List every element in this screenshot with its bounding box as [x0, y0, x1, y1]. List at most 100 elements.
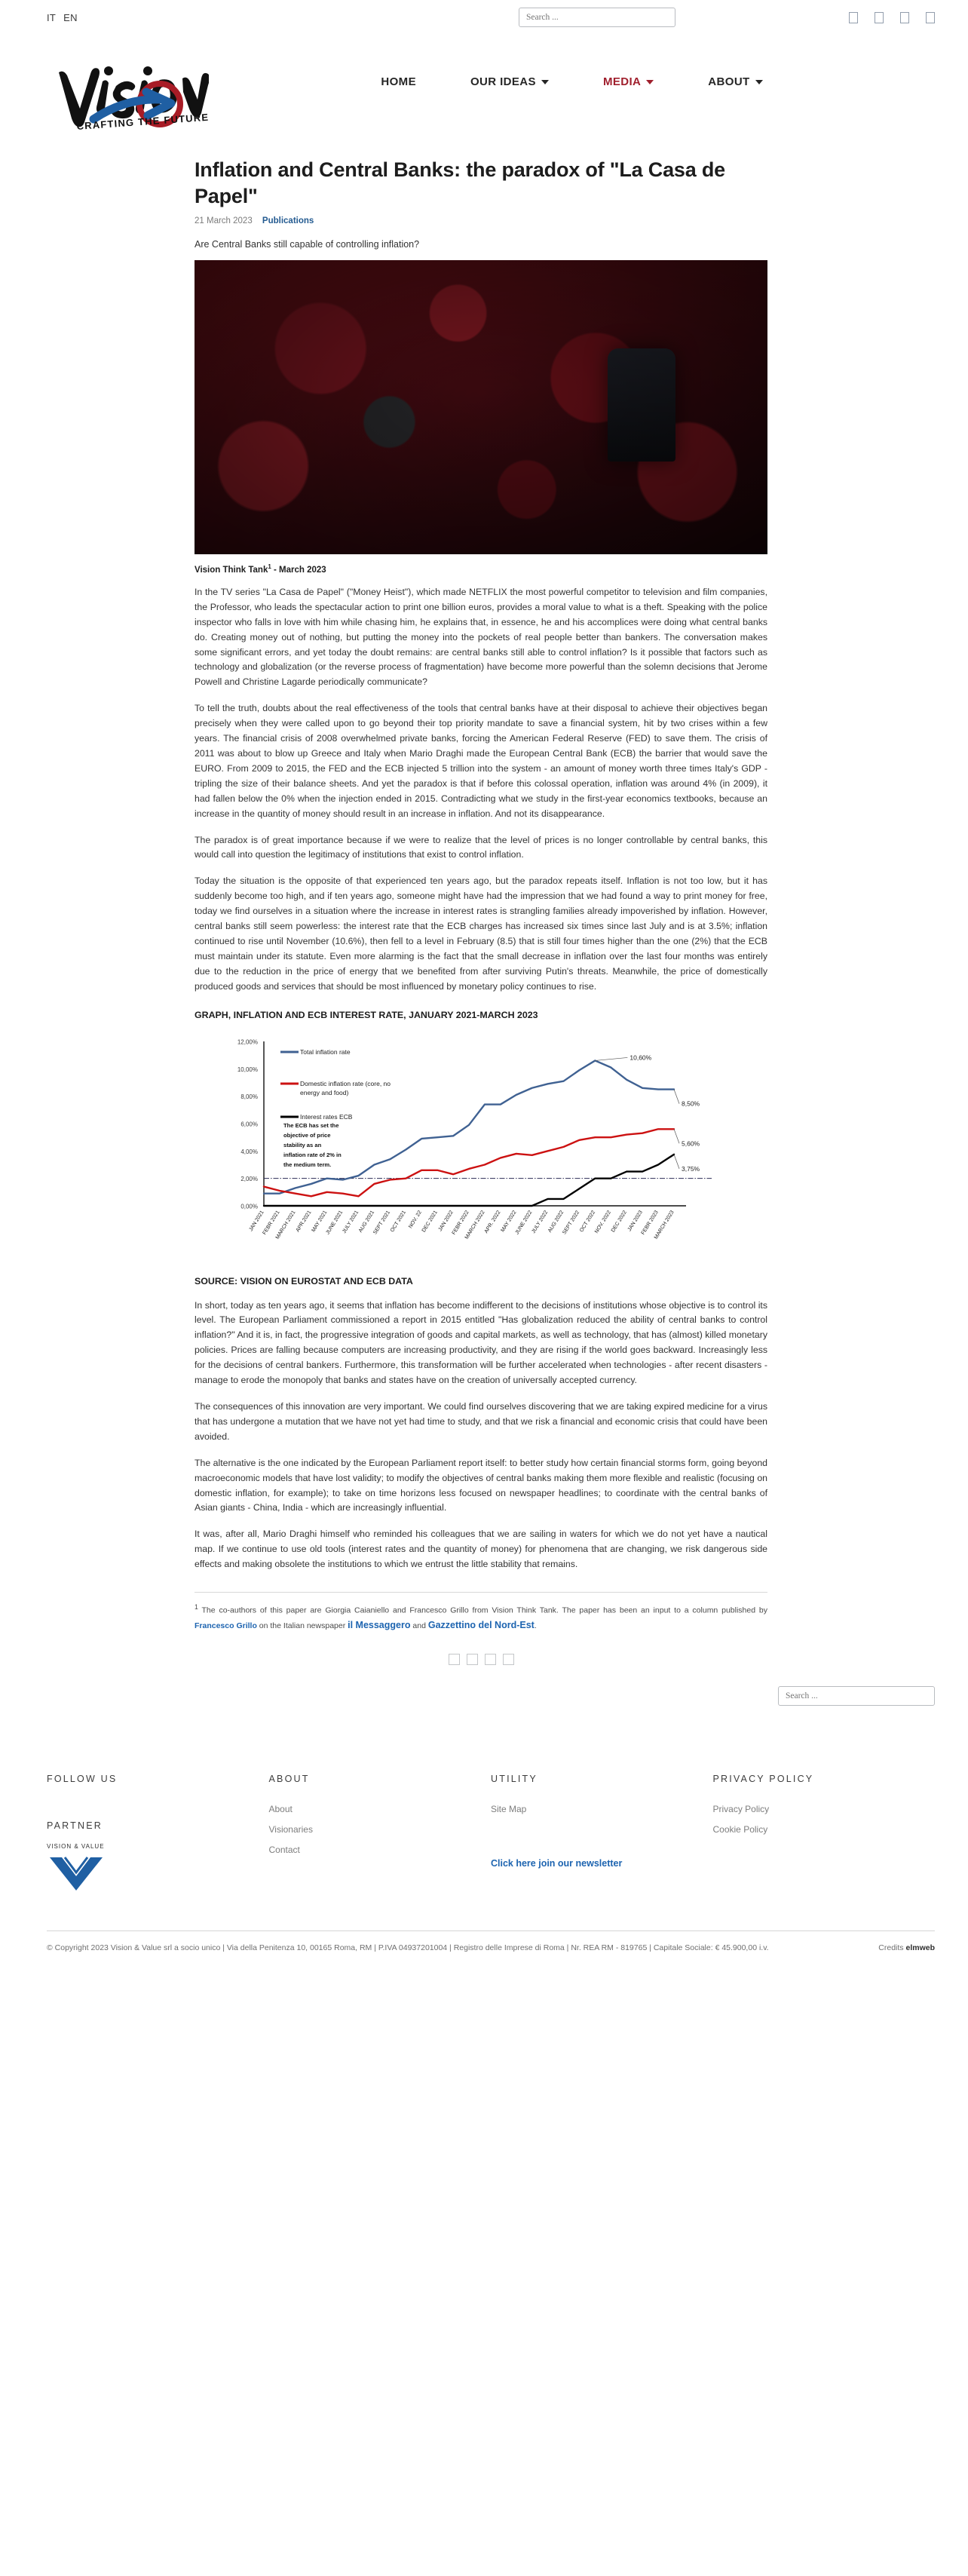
article-credit: Vision Think Tank1 - March 2023 [195, 563, 767, 575]
footer-link-contact[interactable]: Contact [268, 1844, 300, 1855]
youtube-icon[interactable] [926, 11, 935, 23]
svg-text:Interest rates ECB: Interest rates ECB [300, 1113, 353, 1121]
footer-title-privacy: PRIVACY POLICY [712, 1773, 814, 1784]
svg-text:inflation rate of 2% in: inflation rate of 2% in [283, 1152, 342, 1158]
svg-text:JAN 2022: JAN 2022 [438, 1210, 455, 1232]
category-link[interactable]: Publications [262, 216, 314, 226]
article: Inflation and Central Banks: the paradox… [195, 157, 767, 1665]
svg-text:DEC 2021: DEC 2021 [421, 1210, 439, 1233]
paragraph: The paradox is of great importance becau… [195, 834, 767, 860]
bottom-search-input[interactable] [778, 1685, 935, 1706]
nav-label-about: ABOUT [708, 75, 750, 88]
svg-text:10,00%: 10,00% [237, 1066, 258, 1072]
twitter-icon[interactable] [875, 11, 884, 23]
nav-item-media[interactable]: MEDIA [603, 75, 654, 88]
pagination-item[interactable] [448, 1653, 460, 1665]
svg-text:JULY 2021: JULY 2021 [342, 1210, 360, 1234]
svg-text:stability as an: stability as an [283, 1142, 322, 1148]
publish-date: 21 March 2023 [195, 216, 253, 226]
site-header: CRAFTING THE FUTURE HOME OUR IDEAS MEDIA… [0, 35, 968, 146]
credit-prefix: Vision Think Tank [195, 565, 268, 575]
footnote-text-2: on the Italian newspaper [256, 1621, 348, 1630]
nav-item-about[interactable]: ABOUT [708, 75, 763, 88]
article-body: In the TV series "La Casa de Papel" ("Mo… [195, 585, 767, 995]
svg-text:AUG 2022: AUG 2022 [547, 1210, 565, 1234]
chart-svg: 0,00% 2,00% 4,00% 6,00% 8,00% 10,00% 12,00% 10,… [237, 1038, 712, 1240]
paragraph: In short, today as ten years ago, it see… [195, 1299, 767, 1386]
partner-logo-text: VISION & VALUE [47, 1842, 105, 1850]
svg-text:APR.2021: APR.2021 [296, 1210, 313, 1233]
credit-footnote-marker: 1 [268, 563, 271, 571]
nav-item-home[interactable]: HOME [381, 75, 416, 88]
nav-item-our-ideas[interactable]: OUR IDEAS [470, 75, 549, 88]
svg-text:OCT 2022: OCT 2022 [579, 1210, 596, 1233]
paragraph: To tell the truth, doubts about the real… [195, 703, 767, 819]
social-links [675, 11, 935, 23]
search-input[interactable] [519, 8, 675, 27]
pagination [195, 1653, 767, 1665]
hero-image [195, 260, 767, 555]
footer-title-follow-us: FOLLOW US [47, 1773, 118, 1784]
footnote: 1 The co-authors of this paper are Giorg… [195, 1602, 767, 1634]
footnote-link-messaggero[interactable]: il Messaggero [348, 1619, 411, 1630]
linkedin-icon[interactable] [900, 11, 909, 23]
footer-link-site-map[interactable]: Site Map [491, 1803, 527, 1814]
svg-text:NOV. 2022: NOV. 2022 [594, 1210, 612, 1234]
svg-text:AUG 2021: AUG 2021 [358, 1210, 375, 1234]
svg-text:10,60%: 10,60% [630, 1053, 651, 1061]
svg-text:12,00%: 12,00% [237, 1038, 258, 1045]
pagination-item[interactable] [466, 1653, 478, 1665]
facebook-icon[interactable] [849, 11, 858, 23]
page-title: Inflation and Central Banks: the paradox… [195, 158, 725, 207]
footer-link-about[interactable]: About [268, 1803, 293, 1814]
footnote-text-1: The co-authors of this paper are Giorgia… [198, 1605, 767, 1615]
lang-en[interactable]: EN [63, 11, 78, 23]
svg-text:0,00%: 0,00% [240, 1203, 258, 1210]
svg-text:the medium term.: the medium term. [283, 1161, 331, 1168]
paragraph: The consequences of this innovation are … [195, 1401, 767, 1442]
footer-link-newsletter[interactable]: Click here join our newsletter [491, 1857, 623, 1869]
copyright-text: © Copyright 2023 Vision & Value srl a so… [47, 1943, 769, 1952]
credits-label: Credits [878, 1943, 904, 1952]
lang-it[interactable]: IT [47, 11, 57, 23]
svg-text:4,00%: 4,00% [240, 1148, 258, 1155]
inflation-chart: 0,00% 2,00% 4,00% 6,00% 8,00% 10,00% 12,00% 10,… [195, 1028, 767, 1265]
nav-label-home: HOME [381, 75, 416, 88]
svg-text:MAY 2021: MAY 2021 [311, 1210, 328, 1233]
footer-column-follow-us: FOLLOW US PARTNER VISION & VALUE [47, 1774, 269, 1896]
footnote-link-gazzettino[interactable]: Gazzettino del Nord-Est [427, 1619, 535, 1630]
svg-text:DEC 2022: DEC 2022 [611, 1210, 628, 1233]
footnote-link-author[interactable]: Francesco Grillo [195, 1621, 257, 1630]
partner-logo[interactable]: VISION & VALUE [47, 1843, 112, 1896]
article-body-after: In short, today as ten years ago, it see… [195, 1299, 767, 1573]
svg-text:JAN 2021: JAN 2021 [248, 1210, 265, 1232]
language-switcher: IT EN [47, 12, 78, 23]
svg-text:SEPT 2022: SEPT 2022 [562, 1210, 580, 1235]
svg-text:JAN 2023: JAN 2023 [627, 1210, 644, 1232]
chevron-down-icon [646, 79, 654, 84]
footer-title-partner: PARTNER [47, 1820, 103, 1831]
svg-text:objective of price: objective of price [283, 1132, 330, 1139]
footer-column-about: ABOUT About Visionaries Contact [269, 1774, 492, 1896]
chevron-down-icon [541, 79, 549, 84]
page-root: IT EN [0, 8, 968, 1967]
svg-text:2,00%: 2,00% [240, 1176, 258, 1182]
svg-text:energy and food): energy and food) [300, 1089, 348, 1096]
footer-link-privacy-policy[interactable]: Privacy Policy [712, 1803, 770, 1814]
footer-link-visionaries[interactable]: Visionaries [268, 1823, 313, 1835]
pagination-item[interactable] [484, 1653, 496, 1665]
credits-brand[interactable]: elmweb [905, 1943, 935, 1952]
credits: Credits elmweb [878, 1943, 935, 1952]
svg-text:5,60%: 5,60% [682, 1139, 700, 1147]
pagination-item[interactable] [502, 1653, 514, 1665]
paragraph: In the TV series "La Casa de Papel" ("Mo… [195, 586, 767, 688]
site-logo[interactable]: CRAFTING THE FUTURE [47, 44, 209, 133]
footer-column-privacy: PRIVACY POLICY Privacy Policy Cookie Pol… [713, 1774, 936, 1896]
main-nav: HOME OUR IDEAS MEDIA ABOUT [209, 44, 935, 88]
chevron-down-icon [755, 79, 763, 84]
copyright-bar: © Copyright 2023 Vision & Value srl a so… [47, 1930, 935, 1967]
vision-value-mark-icon [50, 1856, 103, 1891]
svg-text:3,75%: 3,75% [682, 1164, 700, 1172]
svg-text:Domestic inflation rate (core,: Domestic inflation rate (core, no [300, 1080, 391, 1087]
footer-link-cookie-policy[interactable]: Cookie Policy [712, 1823, 768, 1835]
